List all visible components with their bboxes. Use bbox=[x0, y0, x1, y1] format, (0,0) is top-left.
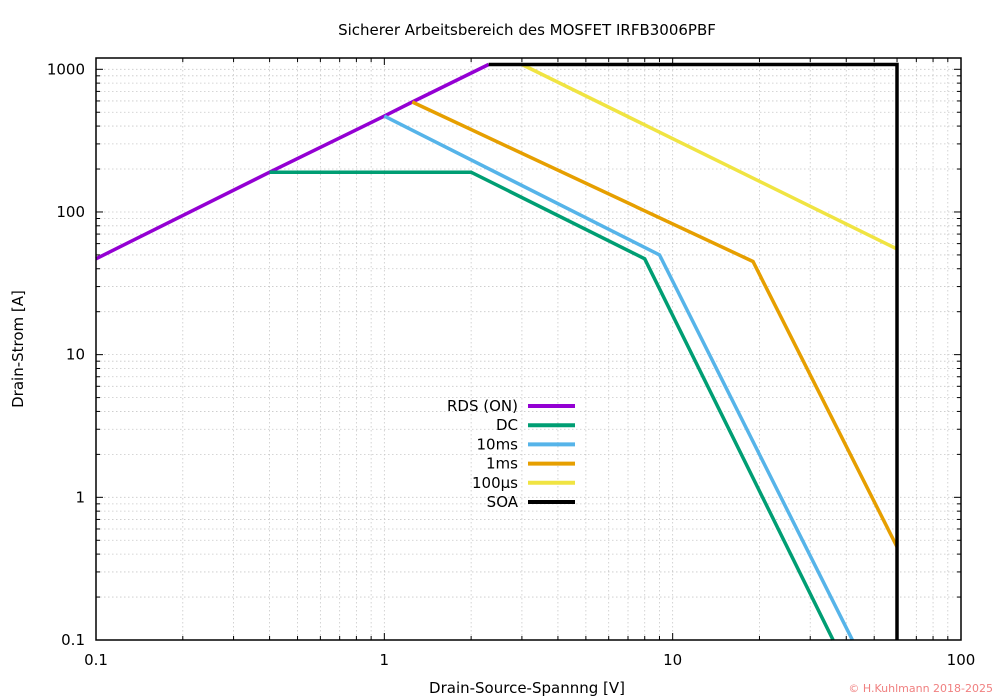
legend-label: 100µs bbox=[472, 474, 518, 492]
legend-label: SOA bbox=[487, 493, 519, 511]
legend-label: DC bbox=[496, 416, 518, 434]
series-rds-on-line bbox=[95, 62, 490, 261]
y-axis-label: Drain-Strom [A] bbox=[9, 290, 27, 408]
x-axis-label: Drain-Source-Spannng [V] bbox=[429, 679, 625, 697]
y-tick-label: 10 bbox=[66, 346, 85, 364]
y-tick-label: 1 bbox=[75, 488, 85, 506]
x-tick-label: 1 bbox=[380, 651, 390, 669]
y-tick-label: 1000 bbox=[47, 60, 85, 78]
series-dc-line bbox=[269, 170, 835, 641]
legend-label: 1ms bbox=[486, 455, 518, 473]
series-1ms-line bbox=[411, 100, 899, 548]
series-10ms-line bbox=[383, 114, 854, 641]
y-tick-label: 0.1 bbox=[61, 631, 85, 649]
copyright-credit: © H.Kuhlmann 2018-2025 bbox=[848, 682, 993, 695]
legend-label: 10ms bbox=[476, 435, 518, 453]
series-100-s-line bbox=[521, 62, 898, 251]
y-tick-label: 100 bbox=[56, 203, 85, 221]
series-lines bbox=[95, 62, 899, 641]
axis-ticks: 0.1 1 10 100 0.1 1 10 100 1000 bbox=[47, 58, 976, 669]
x-tick-label: 100 bbox=[947, 651, 976, 669]
x-tick-label: 10 bbox=[663, 651, 682, 669]
legend-label: RDS (ON) bbox=[447, 397, 518, 415]
chart-title: Sicherer Arbeitsbereich des MOSFET IRFB3… bbox=[338, 21, 716, 39]
plot-frame bbox=[95, 57, 962, 641]
series-soa-line bbox=[488, 62, 899, 640]
x-tick-label: 0.1 bbox=[84, 651, 108, 669]
grid bbox=[95, 58, 961, 641]
